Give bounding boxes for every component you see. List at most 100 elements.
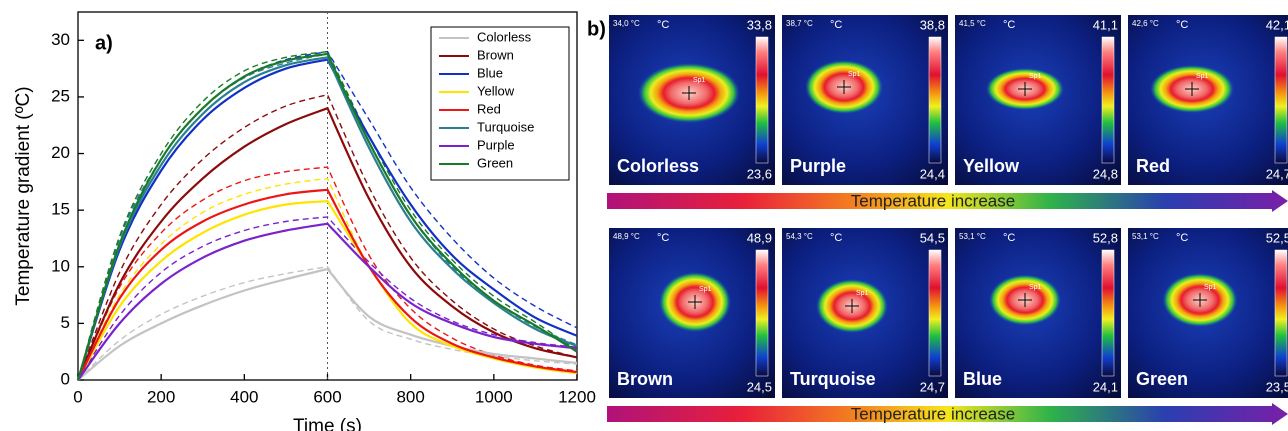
thermal-image: Sp1 34,0 °C °C 33,8 23,6 Colorless (609, 15, 775, 185)
reading: 38,7 °C (786, 19, 813, 28)
x-tick-label: 0 (73, 387, 82, 406)
unit: °C (1176, 19, 1188, 31)
scale-min: 24,1 (1093, 379, 1118, 394)
scale-min: 24,7 (1266, 166, 1288, 181)
spot-label: Sp1 (1204, 284, 1217, 291)
spot-label: Sp1 (1029, 73, 1042, 80)
spot-label: Sp1 (699, 286, 712, 293)
reading: 54,3 °C (786, 232, 813, 241)
legend-box (430, 26, 570, 181)
data-line (77, 222, 578, 381)
color-scale (1101, 36, 1115, 164)
scale-min: 23,5 (1266, 379, 1288, 394)
y-tick-label: 20 (51, 143, 70, 162)
unit: °C (1003, 19, 1015, 31)
x-tick-label: 1000 (475, 387, 513, 406)
unit: °C (657, 19, 669, 31)
thermal-image: Sp1 53,1 °C °C 52,8 24,1 Blue (955, 228, 1121, 398)
sample-name: Blue (963, 369, 1002, 389)
reading: 34,0 °C (613, 19, 640, 28)
thermal-image: Sp1 38,7 °C °C 38,8 24,4 Purple (782, 15, 948, 185)
legend-label: Colorless (477, 29, 532, 44)
x-tick-label: 1200 (558, 387, 596, 406)
color-scale (1274, 249, 1288, 377)
scale-min: 24,4 (920, 166, 945, 181)
legend-label: Yellow (477, 83, 515, 98)
panel-label: a) (95, 32, 113, 54)
reading: 41,5 °C (959, 19, 986, 28)
y-tick-label: 10 (51, 256, 70, 275)
sample-name: Brown (617, 369, 673, 389)
unit: °C (1003, 232, 1015, 244)
scale-min: 24,7 (920, 379, 945, 394)
scale-min: 24,5 (747, 379, 772, 394)
thermal-image: Sp1 41,5 °C °C 41,1 24,8 Yellow (955, 15, 1121, 185)
sample-name: Colorless (617, 156, 699, 176)
scale-max: 48,9 (747, 230, 772, 245)
scale-max: 52,8 (1093, 230, 1118, 245)
sample-name: Turquoise (790, 369, 876, 389)
unit: °C (1176, 232, 1188, 244)
y-tick-label: 15 (51, 200, 70, 219)
arrow-caption: Temperature increase (851, 404, 1015, 423)
y-tick-label: 30 (51, 30, 70, 49)
data-line (76, 106, 578, 381)
spot-label: Sp1 (1029, 284, 1042, 291)
reading: 53,1 °C (959, 232, 986, 241)
scale-max: 52,5 (1266, 230, 1288, 245)
thermal-image: Sp1 54,3 °C °C 54,5 24,7 Turquoise (782, 228, 948, 398)
legend-label: Blue (477, 65, 503, 80)
color-scale (928, 249, 942, 377)
fit-line (77, 216, 578, 381)
scale-min: 23,6 (747, 166, 772, 181)
legend-label: Brown (477, 47, 514, 62)
sample-name: Red (1136, 156, 1170, 176)
unit: °C (830, 232, 842, 244)
unit: °C (830, 19, 842, 31)
legend-label: Turquoise (477, 119, 534, 134)
thermal-image: Sp1 53,1 °C °C 52,5 23,5 Green (1128, 228, 1288, 398)
scale-max: 38,8 (920, 17, 945, 32)
x-tick-label: 800 (396, 387, 424, 406)
gradient-arrow (607, 190, 1288, 212)
sample-name: Purple (790, 156, 846, 176)
x-tick-label: 600 (313, 387, 341, 406)
color-scale (1274, 36, 1288, 164)
reading: 42,6 °C (1132, 19, 1159, 28)
reading: 53,1 °C (1132, 232, 1159, 241)
y-tick-label: 25 (51, 86, 70, 105)
spot-label: Sp1 (1196, 73, 1209, 80)
x-tick-label: 400 (230, 387, 258, 406)
data-line (76, 56, 578, 381)
fit-line (77, 93, 578, 381)
reading: 48,9 °C (613, 232, 640, 241)
y-tick-label: 0 (61, 369, 70, 388)
spot-label: Sp1 (693, 77, 706, 84)
unit: °C (657, 232, 669, 244)
scale-min: 24,8 (1093, 166, 1118, 181)
y-tick-label: 5 (61, 313, 70, 332)
fit-line (77, 266, 578, 381)
legend-label: Red (477, 101, 501, 116)
scale-max: 41,1 (1093, 17, 1118, 32)
thermal-image: Sp1 48,9 °C °C 48,9 24,5 Brown (609, 228, 775, 398)
scale-max: 33,8 (747, 17, 772, 32)
data-line (77, 267, 578, 381)
color-scale (755, 249, 769, 377)
sample-name: Green (1136, 369, 1188, 389)
data-line (76, 52, 578, 381)
fit-line (77, 50, 578, 381)
sample-name: Yellow (963, 156, 1020, 176)
data-line (76, 58, 578, 381)
legend-label: Green (477, 155, 513, 170)
scale-max: 54,5 (920, 230, 945, 245)
y-axis-label: Temperature gradient (ºC) (13, 86, 34, 305)
data-line (77, 188, 578, 381)
arrow-caption: Temperature increase (851, 191, 1015, 210)
spot-label: Sp1 (848, 71, 861, 78)
spot-label: Sp1 (856, 290, 869, 297)
color-scale (755, 36, 769, 164)
legend-label: Purple (477, 137, 515, 152)
x-axis-label: Time (s) (293, 416, 362, 431)
